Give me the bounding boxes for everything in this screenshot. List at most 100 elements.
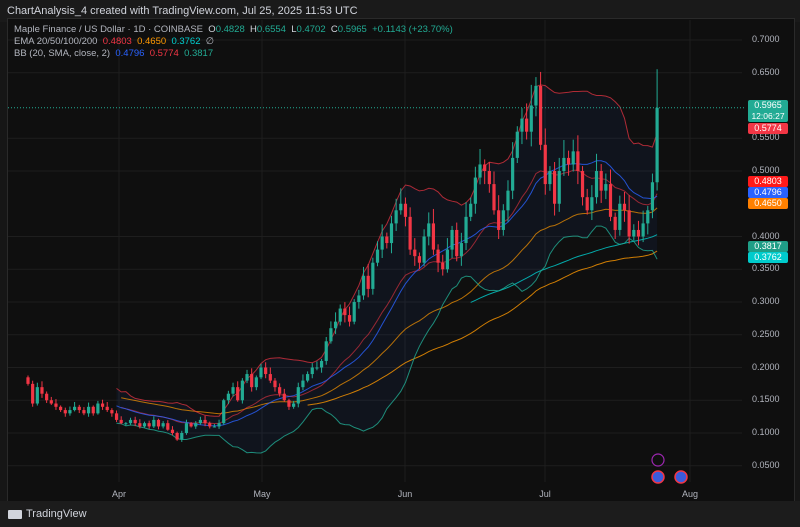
candle-down xyxy=(403,203,408,217)
candle-down xyxy=(26,377,30,384)
candle-down xyxy=(100,403,105,407)
tradingview-logo[interactable]: TradingView xyxy=(8,508,87,520)
bottom-bar: TradingView xyxy=(0,501,800,527)
candle-down xyxy=(77,406,81,411)
candle-down xyxy=(483,164,487,171)
candle-down xyxy=(436,249,440,263)
candle-down xyxy=(119,419,123,424)
candle-up xyxy=(231,387,235,394)
candle-up xyxy=(389,223,394,244)
candle-up xyxy=(562,157,566,171)
candle-down xyxy=(525,118,529,132)
candle-up xyxy=(226,393,230,401)
candle-down xyxy=(622,203,627,211)
candle-up xyxy=(259,367,263,378)
price-tick-label: 0.2000 xyxy=(752,361,780,372)
candle-down xyxy=(63,410,67,414)
ema-100-line xyxy=(307,250,658,406)
candle-up xyxy=(222,400,226,424)
ema-20-line xyxy=(121,169,658,425)
candle-down xyxy=(487,171,491,185)
candle-down xyxy=(273,380,277,388)
candle-down xyxy=(539,85,543,145)
candle-down xyxy=(208,423,212,427)
symbol-legend[interactable]: Maple Finance / US Dollar · 1D · COINBAS… xyxy=(14,24,453,35)
candle-up xyxy=(478,164,482,178)
candle-up xyxy=(399,203,403,211)
candle-up xyxy=(501,210,505,230)
candle-down xyxy=(608,184,613,217)
candle-down xyxy=(585,197,589,211)
candle-up xyxy=(520,118,524,132)
candle-up xyxy=(296,387,300,404)
bb-lower-tag: 0.3817 xyxy=(748,241,788,252)
price-tick-label: 0.5500 xyxy=(752,132,780,143)
candle-up xyxy=(371,262,375,289)
candle-up xyxy=(357,295,361,302)
candle-up xyxy=(594,171,599,198)
candle-down xyxy=(417,256,422,263)
candle-up xyxy=(333,321,338,329)
candle-down xyxy=(497,210,501,230)
candle-up xyxy=(511,157,515,191)
time-tick-label: Jul xyxy=(539,489,551,499)
candle-down xyxy=(599,171,603,191)
candle-up xyxy=(310,367,314,375)
bb-basis-line xyxy=(116,160,658,427)
candle-up xyxy=(445,249,449,270)
price-tick-label: 0.3000 xyxy=(752,296,780,306)
time-tick-label: Jun xyxy=(397,489,413,499)
candle-down xyxy=(636,229,641,237)
candle-up xyxy=(338,308,342,322)
price-tick-label: 0.5000 xyxy=(752,165,780,175)
candle-up xyxy=(245,374,249,381)
candle-down xyxy=(580,171,585,198)
candle-up xyxy=(180,433,184,440)
candle-up xyxy=(571,151,575,165)
candle-down xyxy=(278,387,282,394)
candle-up xyxy=(641,223,645,237)
candle-up xyxy=(375,249,380,263)
candle-down xyxy=(347,315,352,322)
candle-down xyxy=(45,393,49,401)
candle-up xyxy=(650,182,655,211)
candle-up xyxy=(35,387,39,404)
candle-up xyxy=(128,419,133,424)
candle-down xyxy=(110,410,114,414)
candle-up xyxy=(604,184,608,191)
bb-upper-tag: 0.5774 xyxy=(748,123,788,134)
ema-legend[interactable]: EMA 20/50/100/200 0.4803 0.4650 0.3762 ∅ xyxy=(14,36,215,47)
candle-up xyxy=(646,210,650,224)
candle-up xyxy=(427,223,431,237)
candle-down xyxy=(138,423,142,427)
candle-up xyxy=(534,85,538,106)
bb-band-fill xyxy=(116,84,658,454)
candle-down xyxy=(431,223,436,250)
candle-down xyxy=(166,423,170,430)
candle-up xyxy=(618,203,622,230)
candle-up xyxy=(655,107,659,183)
ema50-tag: 0.4650 xyxy=(748,198,788,209)
candle-down xyxy=(268,374,272,381)
chart-title: ChartAnalysis_4 created with TradingView… xyxy=(7,5,358,17)
last-price-tag: 0.5965 12:06:27 xyxy=(748,100,788,122)
candle-up xyxy=(529,105,533,132)
candle-down xyxy=(408,216,412,250)
bb-legend[interactable]: BB (20, SMA, close, 2) 0.4796 0.5774 0.3… xyxy=(14,48,214,59)
price-tick-label: 0.7000 xyxy=(752,34,780,44)
chart-frame[interactable] xyxy=(7,18,795,502)
candle-down xyxy=(287,400,291,407)
candle-down xyxy=(114,413,119,420)
candle-down xyxy=(147,423,151,427)
candle-down xyxy=(366,275,370,289)
candle-up xyxy=(319,360,324,368)
bb-lower-line xyxy=(116,225,658,454)
candle-up xyxy=(557,171,561,204)
bb-upper-line xyxy=(116,84,658,417)
candle-down xyxy=(576,151,580,171)
us-flag-event-icon xyxy=(674,470,688,484)
candle-up xyxy=(450,229,454,250)
candle-down xyxy=(40,387,44,394)
price-tick-label: 0.4000 xyxy=(752,230,780,241)
